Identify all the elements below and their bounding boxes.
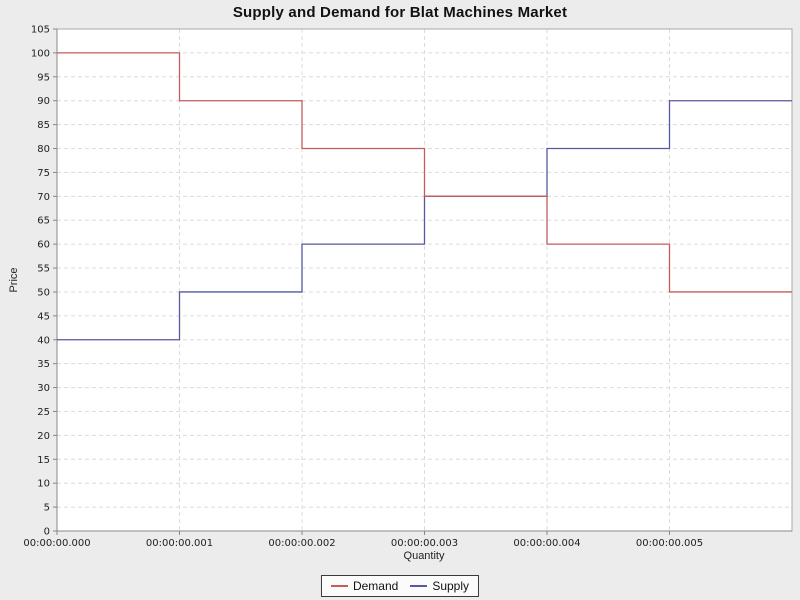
- legend-label-demand: Demand: [352, 579, 399, 593]
- y-tick-label: 60: [37, 240, 50, 251]
- y-tick-label: 95: [37, 72, 50, 83]
- plot-background: [57, 29, 792, 531]
- supply-line: [57, 100, 792, 341]
- x-tick-label: 00:00:00.002: [268, 538, 335, 549]
- y-tick-label: 20: [37, 431, 50, 442]
- y-tick-label: 15: [37, 455, 50, 466]
- supply-line-swatch: [410, 585, 428, 587]
- x-axis-title: Quantity: [403, 550, 445, 562]
- y-tick-label: 40: [37, 335, 50, 346]
- chart-title: Supply and Demand for Blat Machines Mark…: [232, 4, 568, 21]
- y-tick-label: 55: [37, 264, 50, 275]
- y-tick-label: 30: [37, 383, 50, 394]
- legend-label-supply: Supply: [432, 579, 470, 593]
- y-tick-label: 100: [31, 48, 50, 59]
- y-tick-label: 35: [37, 359, 50, 370]
- y-tick-label: 90: [37, 96, 50, 107]
- y-tick-label: 105: [31, 25, 50, 36]
- y-tick-label: 50: [37, 287, 50, 298]
- y-axis-title: Price: [8, 267, 20, 293]
- legend-item-supply: Supply: [410, 579, 469, 593]
- y-tick-label: 25: [37, 407, 50, 418]
- y-tick-label: 80: [37, 144, 50, 155]
- demand-line-swatch: [330, 585, 348, 587]
- y-tick-label: 75: [37, 168, 50, 179]
- demand-line: [57, 52, 792, 293]
- y-tick-label: 0: [44, 527, 50, 538]
- y-tick-label: 10: [37, 479, 50, 490]
- x-tick-label: 00:00:00.003: [391, 538, 458, 549]
- legend: Demand Supply: [320, 575, 480, 597]
- x-tick-label: 00:00:00.000: [23, 538, 90, 549]
- x-tick-label: 00:00:00.001: [146, 538, 213, 549]
- y-tick-label: 70: [37, 192, 50, 203]
- legend-item-demand: Demand: [330, 579, 399, 593]
- y-tick-label: 85: [37, 120, 50, 131]
- x-tick-label: 00:00:00.005: [636, 538, 703, 549]
- y-tick-label: 5: [44, 503, 50, 514]
- y-tick-label: 65: [37, 216, 50, 227]
- x-tick-label: 00:00:00.004: [513, 538, 580, 549]
- y-tick-label: 45: [37, 311, 50, 322]
